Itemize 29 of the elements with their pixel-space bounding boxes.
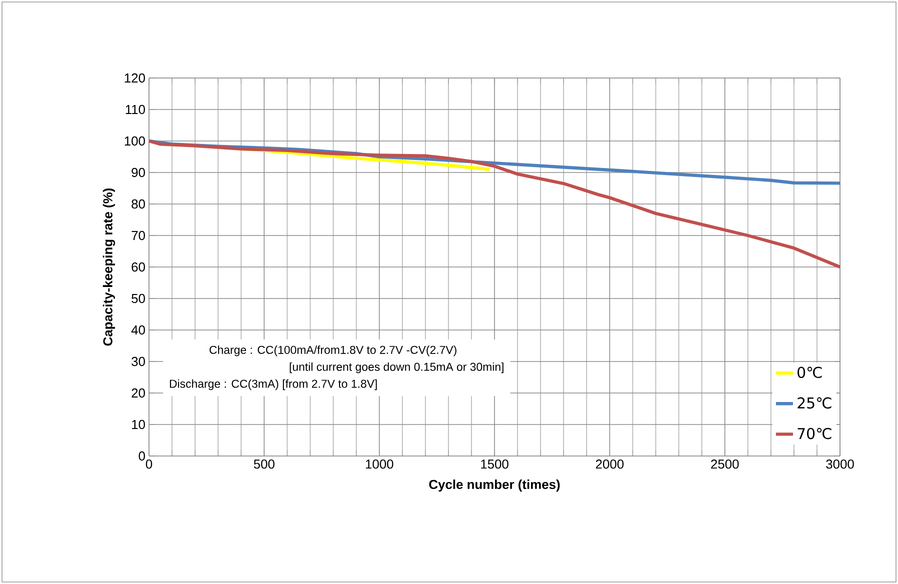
legend-label: 0℃ (798, 366, 822, 378)
annotation: [until current goes down 0.15mA or 30min] (290, 362, 504, 374)
y-tick-label: 0 (138, 451, 145, 461)
y-tick-label: 90 (132, 168, 145, 178)
x-tick-label: 1000 (366, 460, 394, 469)
x-tick-label: 2500 (711, 460, 739, 469)
y-tick-label: 20 (132, 388, 145, 398)
y-tick-label: 10 (132, 420, 145, 430)
y-tick-label: 110 (126, 104, 145, 114)
annotation: Charge : CC(100mA/from1.8V to 2.7V -CV(2.7V) (210, 346, 456, 356)
y-tick-label: 70 (132, 230, 145, 240)
y-tick-label: 40 (131, 325, 145, 335)
y-tick-label: 60 (132, 262, 145, 272)
x-tick-label: 2000 (596, 460, 624, 469)
y-tick-label: 80 (132, 199, 145, 209)
x-tick-label: 1500 (481, 460, 508, 469)
legend-label: 25℃ (798, 397, 832, 409)
y-tick-label: 50 (132, 294, 145, 304)
y-tick-label: 120 (124, 73, 145, 83)
x-tick-label: 3000 (826, 460, 854, 469)
line-series (147, 139, 842, 269)
y-tick-label: 100 (124, 136, 145, 146)
x-axis-title: Cycle number (times) (429, 480, 560, 492)
y-axis-title: Capacity-keeping rate (%) (102, 188, 116, 346)
legend-label: 70℃ (798, 428, 832, 440)
annotation: Discharge : CC(3mA) [from 2.7V to 1.8V] (170, 379, 377, 390)
x-tick-label: 0 (146, 460, 152, 469)
x-tick-label: 500 (254, 460, 274, 469)
y-tick-label: 30 (132, 356, 145, 366)
